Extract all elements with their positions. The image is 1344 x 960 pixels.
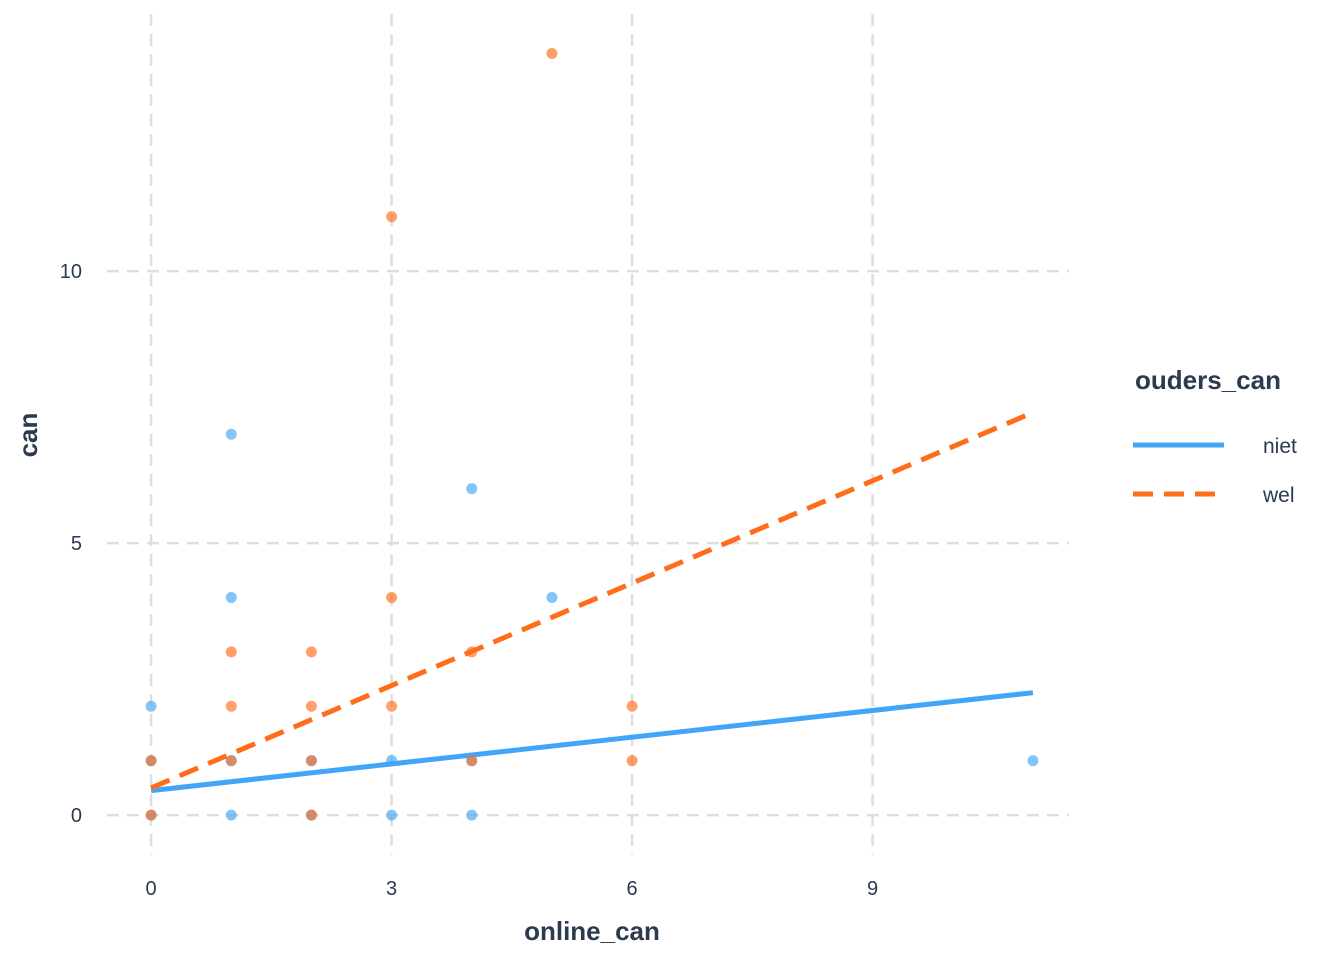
point-wel <box>466 755 478 767</box>
y-tick-label: 10 <box>60 261 82 283</box>
x-tick-label: 0 <box>146 878 157 900</box>
point-wel <box>225 755 237 767</box>
point-niet <box>1027 755 1039 767</box>
point-niet <box>466 809 478 821</box>
point-wel <box>305 646 317 658</box>
point-niet <box>386 755 398 767</box>
trend-lines <box>150 410 1034 794</box>
point-niet <box>225 428 237 440</box>
legend-label-wel: wel <box>1262 484 1295 507</box>
y-axis-title: can <box>13 413 43 458</box>
point-wel <box>305 700 317 712</box>
x-tick-label: 6 <box>627 878 638 900</box>
x-axis-title: online_can <box>524 916 660 946</box>
point-wel <box>386 211 398 223</box>
data-points <box>145 47 1039 821</box>
point-niet <box>386 809 398 821</box>
point-niet <box>225 809 237 821</box>
y-axis-ticks: 0 5 10 <box>60 261 82 827</box>
point-niet <box>546 591 558 603</box>
legend-label-niet: niet <box>1263 435 1297 458</box>
point-wel <box>145 809 157 821</box>
point-niet <box>225 591 237 603</box>
point-wel <box>626 700 638 712</box>
point-niet <box>145 700 157 712</box>
point-wel <box>305 809 317 821</box>
point-wel <box>626 755 638 767</box>
fit-line-niet <box>150 690 1034 794</box>
point-wel <box>386 700 398 712</box>
y-tick-label: 0 <box>71 805 82 827</box>
fit-line-wel <box>150 410 1034 791</box>
x-tick-label: 3 <box>386 878 397 900</box>
point-wel <box>305 755 317 767</box>
point-wel <box>466 646 478 658</box>
point-wel <box>145 755 157 767</box>
point-niet <box>466 483 478 495</box>
point-wel <box>225 700 237 712</box>
point-wel <box>386 591 398 603</box>
x-tick-label: 9 <box>867 878 878 900</box>
y-tick-label: 5 <box>71 533 82 555</box>
x-axis-ticks: 0 3 6 9 <box>146 878 879 900</box>
legend: ouders_can niet wel <box>1133 365 1297 507</box>
point-wel <box>225 646 237 658</box>
point-wel <box>546 47 558 59</box>
legend-title: ouders_can <box>1135 365 1281 395</box>
grid-lines <box>107 14 1069 855</box>
